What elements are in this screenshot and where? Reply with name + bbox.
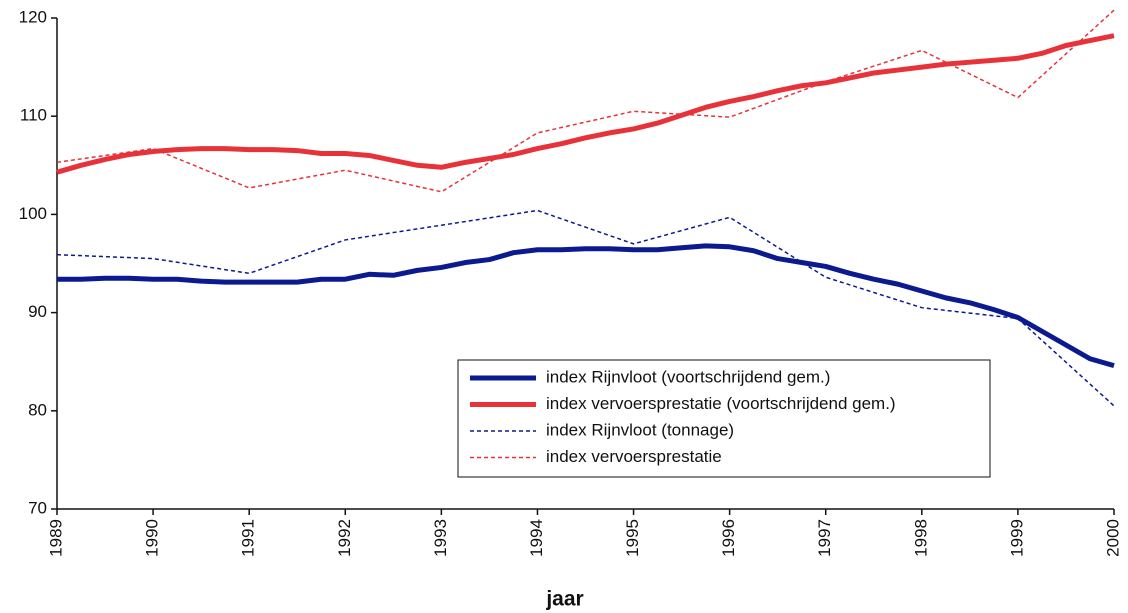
x-tick-label: 1991	[239, 519, 258, 557]
legend-label: index vervoersprestatie	[546, 447, 722, 466]
x-tick-label: 1990	[143, 519, 162, 557]
legend-label: index Rijnvloot (tonnage)	[546, 420, 734, 439]
x-tick-label: 1995	[623, 519, 642, 557]
y-tick-label: 120	[19, 7, 47, 26]
series-line	[57, 243, 1115, 369]
y-tick-label: 90	[28, 302, 47, 321]
legend-label: index Rijnvloot (voortschrijdend gem.)	[546, 367, 830, 386]
series-line	[56, 33, 1115, 175]
legend-label: index vervoersprestatie (voortschrijdend…	[546, 394, 896, 413]
y-tick-label: 100	[19, 204, 47, 223]
y-tick-label: 110	[20, 106, 47, 125]
x-tick-label: 1994	[527, 519, 546, 557]
x-tick-label: 1992	[335, 519, 354, 557]
x-axis-label: jaar	[545, 588, 583, 611]
y-tick-label: 80	[28, 400, 47, 419]
x-tick-label: 1999	[1007, 519, 1026, 557]
x-tick-label: 1998	[911, 519, 930, 557]
x-tick-label: 1993	[431, 519, 450, 557]
x-tick-label: 2000	[1103, 519, 1122, 557]
x-tick-label: 1989	[46, 519, 65, 557]
legend: index Rijnvloot (voortschrijdend gem.) in…	[457, 359, 991, 478]
legend-box	[457, 359, 991, 478]
y-tick-label: 70	[28, 498, 47, 517]
series-line	[56, 209, 1115, 407]
x-tick-label: 1997	[815, 519, 834, 557]
series-line	[56, 9, 1115, 193]
x-tick-label: 1996	[719, 519, 738, 557]
